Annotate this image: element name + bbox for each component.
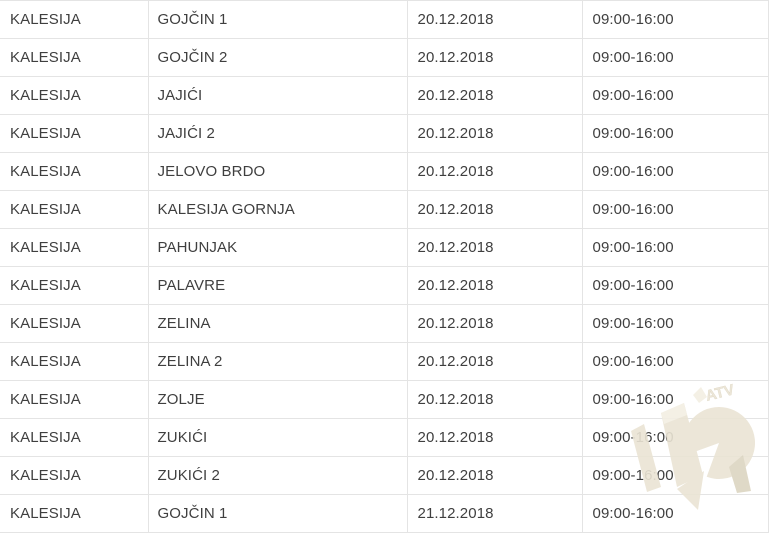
cell-date: 20.12.2018 xyxy=(407,76,583,115)
cell-settlement: JAJIĆI xyxy=(148,76,408,115)
cell-date: 20.12.2018 xyxy=(407,418,583,457)
cell-settlement: JAJIĆI 2 xyxy=(148,114,408,153)
cell-date: 20.12.2018 xyxy=(407,342,583,381)
table-row: KALESIJA JAJIĆI 20.12.2018 09:00-16:00 xyxy=(0,76,769,115)
cell-date: 20.12.2018 xyxy=(407,114,583,153)
cell-time: 09:00-16:00 xyxy=(582,380,769,419)
cell-settlement: ZELINA xyxy=(148,304,408,343)
table-row: KALESIJA ZUKIĆI 2 20.12.2018 09:00-16:00 xyxy=(0,456,769,495)
cell-municipality: KALESIJA xyxy=(0,380,149,419)
cell-date: 20.12.2018 xyxy=(407,228,583,267)
cell-time: 09:00-16:00 xyxy=(582,494,769,533)
cell-municipality: KALESIJA xyxy=(0,228,149,267)
cell-time: 09:00-16:00 xyxy=(582,0,769,39)
cell-date: 20.12.2018 xyxy=(407,266,583,305)
cell-municipality: KALESIJA xyxy=(0,456,149,495)
table-row: KALESIJA GOJČIN 2 20.12.2018 09:00-16:00 xyxy=(0,38,769,77)
cell-time: 09:00-16:00 xyxy=(582,38,769,77)
table-row: KALESIJA GOJČIN 1 21.12.2018 09:00-16:00 xyxy=(0,494,769,533)
cell-settlement: ZOLJE xyxy=(148,380,408,419)
cell-date: 20.12.2018 xyxy=(407,380,583,419)
cell-date: 20.12.2018 xyxy=(407,152,583,191)
table-row: KALESIJA ZOLJE 20.12.2018 09:00-16:00 xyxy=(0,380,769,419)
cell-time: 09:00-16:00 xyxy=(582,456,769,495)
table-row: KALESIJA ZELINA 2 20.12.2018 09:00-16:00 xyxy=(0,342,769,381)
table-row: KALESIJA JAJIĆI 2 20.12.2018 09:00-16:00 xyxy=(0,114,769,153)
cell-municipality: KALESIJA xyxy=(0,114,149,153)
table-row: KALESIJA KALESIJA GORNJA 20.12.2018 09:0… xyxy=(0,190,769,229)
cell-settlement: JELOVO BRDO xyxy=(148,152,408,191)
cell-settlement: ZELINA 2 xyxy=(148,342,408,381)
cell-municipality: KALESIJA xyxy=(0,190,149,229)
cell-time: 09:00-16:00 xyxy=(582,152,769,191)
cell-municipality: KALESIJA xyxy=(0,304,149,343)
cell-time: 09:00-16:00 xyxy=(582,304,769,343)
cell-date: 20.12.2018 xyxy=(407,456,583,495)
cell-time: 09:00-16:00 xyxy=(582,266,769,305)
cell-date: 21.12.2018 xyxy=(407,494,583,533)
cell-settlement: ZUKIĆI xyxy=(148,418,408,457)
table-row: KALESIJA ZUKIĆI 20.12.2018 09:00-16:00 xyxy=(0,418,769,457)
cell-time: 09:00-16:00 xyxy=(582,228,769,267)
cell-settlement: PAHUNJAK xyxy=(148,228,408,267)
cell-municipality: KALESIJA xyxy=(0,418,149,457)
cell-time: 09:00-16:00 xyxy=(582,114,769,153)
table-row: KALESIJA PAHUNJAK 20.12.2018 09:00-16:00 xyxy=(0,228,769,267)
cell-settlement: GOJČIN 1 xyxy=(148,494,408,533)
cell-municipality: KALESIJA xyxy=(0,76,149,115)
cell-settlement: GOJČIN 1 xyxy=(148,0,408,39)
cell-settlement: ZUKIĆI 2 xyxy=(148,456,408,495)
table-row: KALESIJA PALAVRE 20.12.2018 09:00-16:00 xyxy=(0,266,769,305)
cell-municipality: KALESIJA xyxy=(0,494,149,533)
table-row: KALESIJA ZELINA 20.12.2018 09:00-16:00 xyxy=(0,304,769,343)
cell-time: 09:00-16:00 xyxy=(582,342,769,381)
cell-settlement: GOJČIN 2 xyxy=(148,38,408,77)
cell-municipality: KALESIJA xyxy=(0,152,149,191)
cell-settlement: PALAVRE xyxy=(148,266,408,305)
cell-date: 20.12.2018 xyxy=(407,38,583,77)
cell-time: 09:00-16:00 xyxy=(582,190,769,229)
cell-municipality: KALESIJA xyxy=(0,342,149,381)
cell-municipality: KALESIJA xyxy=(0,0,149,39)
cell-settlement: KALESIJA GORNJA xyxy=(148,190,408,229)
cell-municipality: KALESIJA xyxy=(0,266,149,305)
table-row: KALESIJA JELOVO BRDO 20.12.2018 09:00-16… xyxy=(0,152,769,191)
cell-date: 20.12.2018 xyxy=(407,304,583,343)
table-row: KALESIJA GOJČIN 1 20.12.2018 09:00-16:00 xyxy=(0,0,769,39)
cell-time: 09:00-16:00 xyxy=(582,76,769,115)
cell-municipality: KALESIJA xyxy=(0,38,149,77)
cell-date: 20.12.2018 xyxy=(407,190,583,229)
cell-time: 09:00-16:00 xyxy=(582,418,769,457)
cell-date: 20.12.2018 xyxy=(407,0,583,39)
